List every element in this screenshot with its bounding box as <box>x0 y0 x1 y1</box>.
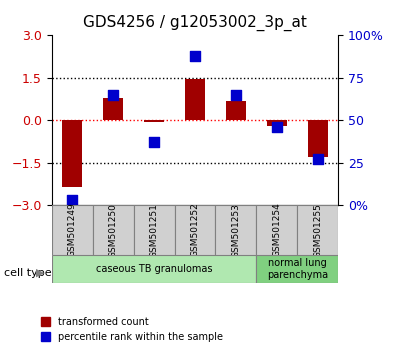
FancyBboxPatch shape <box>256 255 338 283</box>
FancyBboxPatch shape <box>52 255 256 283</box>
Point <box>110 92 116 98</box>
Text: GSM501253: GSM501253 <box>232 202 240 258</box>
Point <box>315 156 321 162</box>
Text: normal lung
parenchyma: normal lung parenchyma <box>267 258 328 280</box>
FancyBboxPatch shape <box>215 205 256 255</box>
FancyBboxPatch shape <box>134 205 175 255</box>
Text: GSM501254: GSM501254 <box>272 203 281 257</box>
Text: caseous TB granulomas: caseous TB granulomas <box>96 264 212 274</box>
Text: GSM501255: GSM501255 <box>313 202 322 258</box>
Text: GSM501250: GSM501250 <box>109 202 118 258</box>
Bar <box>308 120 328 157</box>
Bar <box>103 98 123 120</box>
Bar <box>226 101 246 120</box>
Point <box>274 124 280 130</box>
Text: GSM501249: GSM501249 <box>68 203 77 257</box>
FancyBboxPatch shape <box>256 205 297 255</box>
Bar <box>185 79 205 120</box>
Bar <box>267 120 287 126</box>
Point <box>233 92 239 98</box>
FancyBboxPatch shape <box>297 205 338 255</box>
Text: ▶: ▶ <box>36 268 44 278</box>
Bar <box>62 120 82 187</box>
Bar <box>144 120 164 122</box>
Text: GSM501251: GSM501251 <box>150 202 158 258</box>
Point <box>151 139 157 145</box>
FancyBboxPatch shape <box>93 205 134 255</box>
Legend: transformed count, percentile rank within the sample: transformed count, percentile rank withi… <box>37 313 227 346</box>
Point <box>192 53 198 59</box>
Text: GSM501252: GSM501252 <box>191 203 199 257</box>
Point <box>69 198 75 203</box>
FancyBboxPatch shape <box>175 205 215 255</box>
Text: cell type: cell type <box>4 268 52 278</box>
FancyBboxPatch shape <box>52 205 93 255</box>
Title: GDS4256 / g12053002_3p_at: GDS4256 / g12053002_3p_at <box>83 15 307 31</box>
